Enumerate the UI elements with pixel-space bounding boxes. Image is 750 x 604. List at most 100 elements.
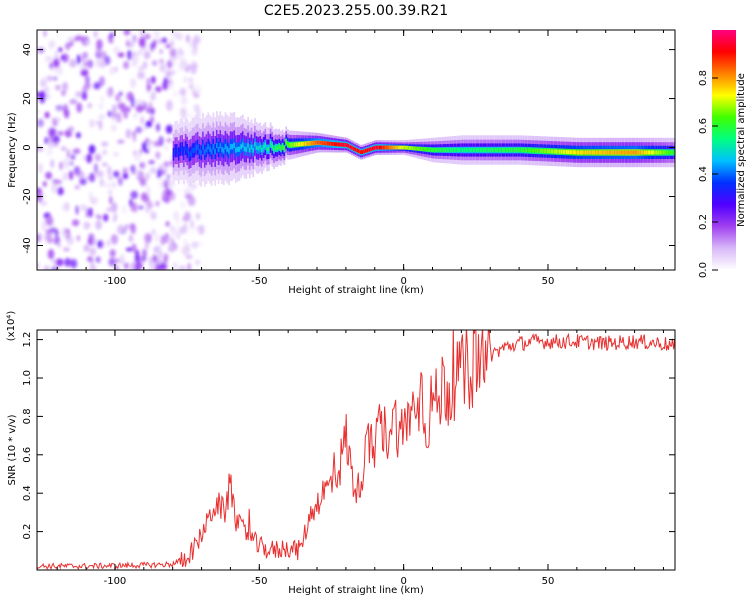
heatmap-band-cell bbox=[259, 145, 262, 150]
heatmap-noise-speckle bbox=[85, 75, 90, 84]
heatmap-noise-speckle bbox=[89, 191, 93, 200]
heatmap-band-cell bbox=[451, 148, 454, 152]
heatmap-band-cell bbox=[316, 140, 319, 145]
heatmap-noise-speckle bbox=[149, 107, 155, 115]
heatmap-band-cell bbox=[406, 145, 409, 150]
heatmap-noise-speckle bbox=[98, 114, 106, 120]
heatmap-band-cell bbox=[366, 148, 369, 153]
heatmap-noise-speckle bbox=[60, 54, 66, 61]
heatmap-band-cell bbox=[354, 147, 357, 152]
heatmap-noise-speckle bbox=[61, 146, 67, 151]
heatmap-band-cell bbox=[245, 147, 248, 152]
heatmap-band-cell bbox=[413, 146, 416, 151]
heatmap-band-cell bbox=[550, 149, 553, 154]
heatmap-noise-speckle bbox=[62, 82, 67, 90]
heatmap-band-cell bbox=[416, 146, 419, 151]
heatmap-noise-speckle bbox=[50, 159, 55, 169]
heatmap-y-label: Frequency (Hz) bbox=[7, 112, 18, 188]
heatmap-noise-speckle bbox=[165, 79, 172, 84]
heatmap-noise-speckle bbox=[150, 76, 156, 84]
heatmap-noise-speckle bbox=[183, 222, 188, 234]
heatmap-noise-speckle bbox=[142, 197, 151, 203]
heatmap-noise-speckle bbox=[75, 205, 79, 215]
heatmap-band-cell bbox=[616, 150, 618, 155]
heatmap-band-cell bbox=[666, 150, 669, 155]
heatmap-band-cell bbox=[661, 150, 663, 155]
heatmap-noise-speckle bbox=[100, 50, 106, 59]
heatmap-band-cell bbox=[565, 150, 568, 154]
heatmap-band-cell bbox=[203, 149, 206, 155]
heatmap-band-cell bbox=[538, 148, 540, 153]
heatmap-band-cell bbox=[330, 141, 333, 146]
heatmap-noise-speckle bbox=[117, 177, 123, 186]
heatmap-band-cell bbox=[510, 148, 513, 152]
heatmap-band-cell bbox=[546, 149, 549, 154]
heatmap-noise-speckle bbox=[148, 101, 153, 109]
heatmap-noise-speckle bbox=[169, 48, 177, 58]
heatmap-noise-speckle bbox=[106, 207, 113, 212]
heatmap-noise-speckle bbox=[124, 262, 129, 270]
heatmap-band-cell bbox=[183, 150, 185, 156]
heatmap-noise-speckle bbox=[165, 221, 170, 227]
heatmap-band-cell bbox=[533, 148, 535, 153]
heatmap-noise-speckle bbox=[171, 69, 176, 75]
heatmap-noise-speckle bbox=[76, 102, 83, 113]
heatmap-band-cell bbox=[494, 148, 497, 152]
heatmap-band-cell bbox=[458, 148, 461, 152]
heatmap-band-cell bbox=[463, 148, 466, 152]
heatmap-noise-speckle bbox=[67, 126, 75, 132]
heatmap-band-cell bbox=[571, 150, 573, 155]
heatmap-noise-speckle bbox=[164, 187, 173, 196]
heatmap-band-cell bbox=[512, 148, 514, 152]
heatmap-band-cell bbox=[581, 150, 584, 155]
heatmap-band-cell bbox=[496, 148, 499, 152]
heatmap-band-cell bbox=[269, 141, 272, 146]
heatmap-noise-speckle bbox=[113, 45, 120, 55]
heatmap-band-cell bbox=[231, 144, 234, 150]
heatmap-noise-speckle bbox=[123, 61, 129, 70]
x-tick-label: 50 bbox=[542, 576, 555, 587]
heatmap-noise-speckle bbox=[141, 255, 145, 263]
heatmap-band-cell bbox=[513, 148, 516, 152]
heatmap-band-cell bbox=[442, 148, 445, 152]
heatmap-band-cell bbox=[404, 145, 407, 150]
heatmap-noise-speckle bbox=[190, 63, 196, 70]
heatmap-noise-speckle bbox=[189, 228, 195, 236]
heatmap-band-cell bbox=[257, 146, 260, 151]
heatmap-noise-speckle bbox=[146, 141, 152, 150]
heatmap-band-cell bbox=[482, 148, 485, 152]
heatmap-band-cell bbox=[389, 145, 391, 150]
heatmap-band-cell bbox=[390, 145, 393, 150]
heatmap-band-cell bbox=[477, 148, 480, 152]
y-tick-label: 40 bbox=[22, 43, 33, 56]
chart-title: C2E5.2023.255.00.39.R21 bbox=[264, 3, 448, 19]
heatmap-band-cell bbox=[508, 148, 511, 152]
heatmap-noise-speckle bbox=[89, 172, 96, 183]
heatmap-noise-speckle bbox=[57, 187, 64, 196]
heatmap-noise-speckle bbox=[149, 166, 157, 175]
heatmap-band-cell bbox=[219, 142, 222, 149]
heatmap-noise-speckle bbox=[80, 68, 89, 77]
heatmap-band-cell bbox=[268, 147, 270, 152]
heatmap-band-cell bbox=[526, 148, 528, 153]
heatmap-band-cell bbox=[311, 141, 314, 146]
heatmap-band-cell bbox=[579, 150, 582, 155]
heatmap-noise-speckle bbox=[185, 254, 193, 260]
heatmap-noise-speckle bbox=[108, 189, 113, 195]
heatmap-band-cell bbox=[274, 145, 277, 150]
snr-y-label: SNR (10 * v/v) bbox=[7, 414, 18, 485]
heatmap-noise-speckle bbox=[49, 227, 58, 233]
heatmap-noise-speckle bbox=[66, 148, 71, 159]
heatmap-band-cell bbox=[410, 146, 412, 150]
heatmap-band-cell bbox=[287, 142, 289, 147]
heatmap-band-cell bbox=[264, 142, 267, 147]
heatmap-noise-speckle bbox=[94, 153, 102, 162]
heatmap-band-cell bbox=[229, 144, 232, 150]
heatmap-band-cell bbox=[605, 150, 608, 155]
heatmap-noise-speckle bbox=[165, 43, 172, 49]
heatmap-band-cell bbox=[669, 150, 672, 155]
heatmap-band-cell bbox=[205, 146, 208, 153]
heatmap-noise-speckle bbox=[93, 30, 98, 38]
heatmap-band-cell bbox=[552, 149, 554, 154]
heatmap-noise-speckle bbox=[137, 71, 146, 80]
